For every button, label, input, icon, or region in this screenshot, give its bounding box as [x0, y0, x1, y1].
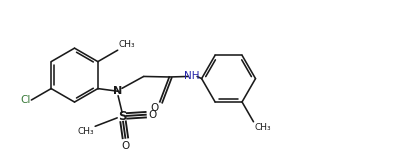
Text: O: O [150, 103, 159, 113]
Text: NH: NH [185, 71, 200, 81]
Text: O: O [121, 141, 129, 151]
Text: O: O [148, 110, 157, 120]
Text: S: S [118, 110, 126, 123]
Text: CH₃: CH₃ [255, 123, 271, 132]
Text: Cl: Cl [20, 95, 30, 105]
Text: CH₃: CH₃ [119, 40, 135, 49]
Text: CH₃: CH₃ [78, 127, 94, 136]
Text: N: N [113, 86, 123, 96]
